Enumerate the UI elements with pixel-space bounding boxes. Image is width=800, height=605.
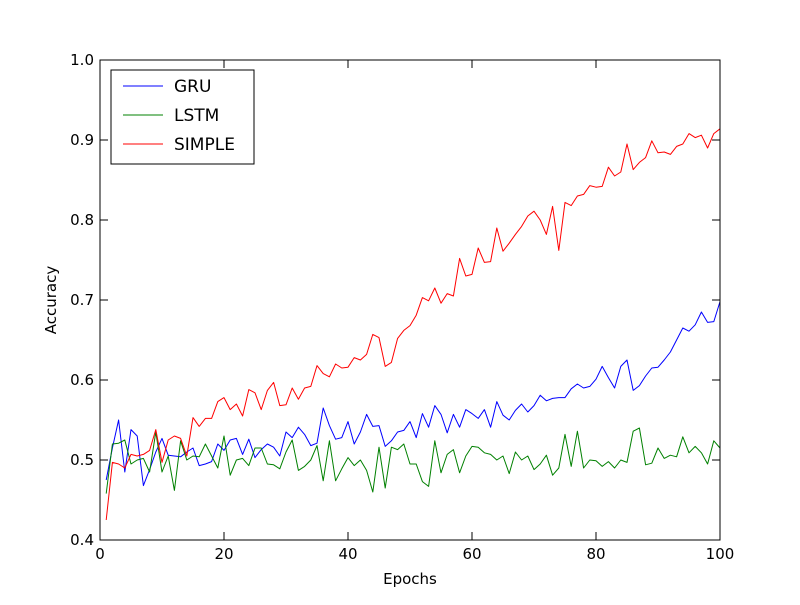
y-axis-label: Accuracy — [42, 266, 60, 335]
y-tick-label: 0.6 — [70, 371, 94, 389]
x-axis-label: Epochs — [383, 570, 437, 588]
legend-label-lstm: LSTM — [174, 106, 219, 126]
y-tick-label: 0.4 — [70, 531, 94, 549]
y-tick-label: 0.5 — [70, 451, 94, 469]
x-tick-label: 60 — [462, 545, 481, 563]
x-tick-label: 100 — [706, 545, 735, 563]
y-tick-label: 1.0 — [70, 51, 94, 69]
x-tick-label: 80 — [586, 545, 605, 563]
series-line-lstm — [105, 427, 721, 494]
y-tick-label: 0.7 — [70, 291, 94, 309]
y-tick-label: 0.8 — [70, 211, 94, 229]
legend-label-simple: SIMPLE — [174, 135, 235, 155]
series-line-gru — [105, 301, 721, 487]
legend: GRU LSTM SIMPLE — [110, 69, 255, 165]
x-tick-label: 20 — [214, 545, 233, 563]
plot-lines — [105, 128, 721, 521]
axis-ticks: 0 20 40 60 80 100 0.4 0.5 0.6 0.7 0.8 0.9 1.0 — [70, 51, 734, 563]
x-tick-label: 0 — [95, 545, 105, 563]
series-line-simple — [105, 128, 721, 521]
x-tick-label: 40 — [338, 545, 357, 563]
legend-label-gru: GRU — [174, 77, 211, 97]
y-tick-label: 0.9 — [70, 131, 94, 149]
